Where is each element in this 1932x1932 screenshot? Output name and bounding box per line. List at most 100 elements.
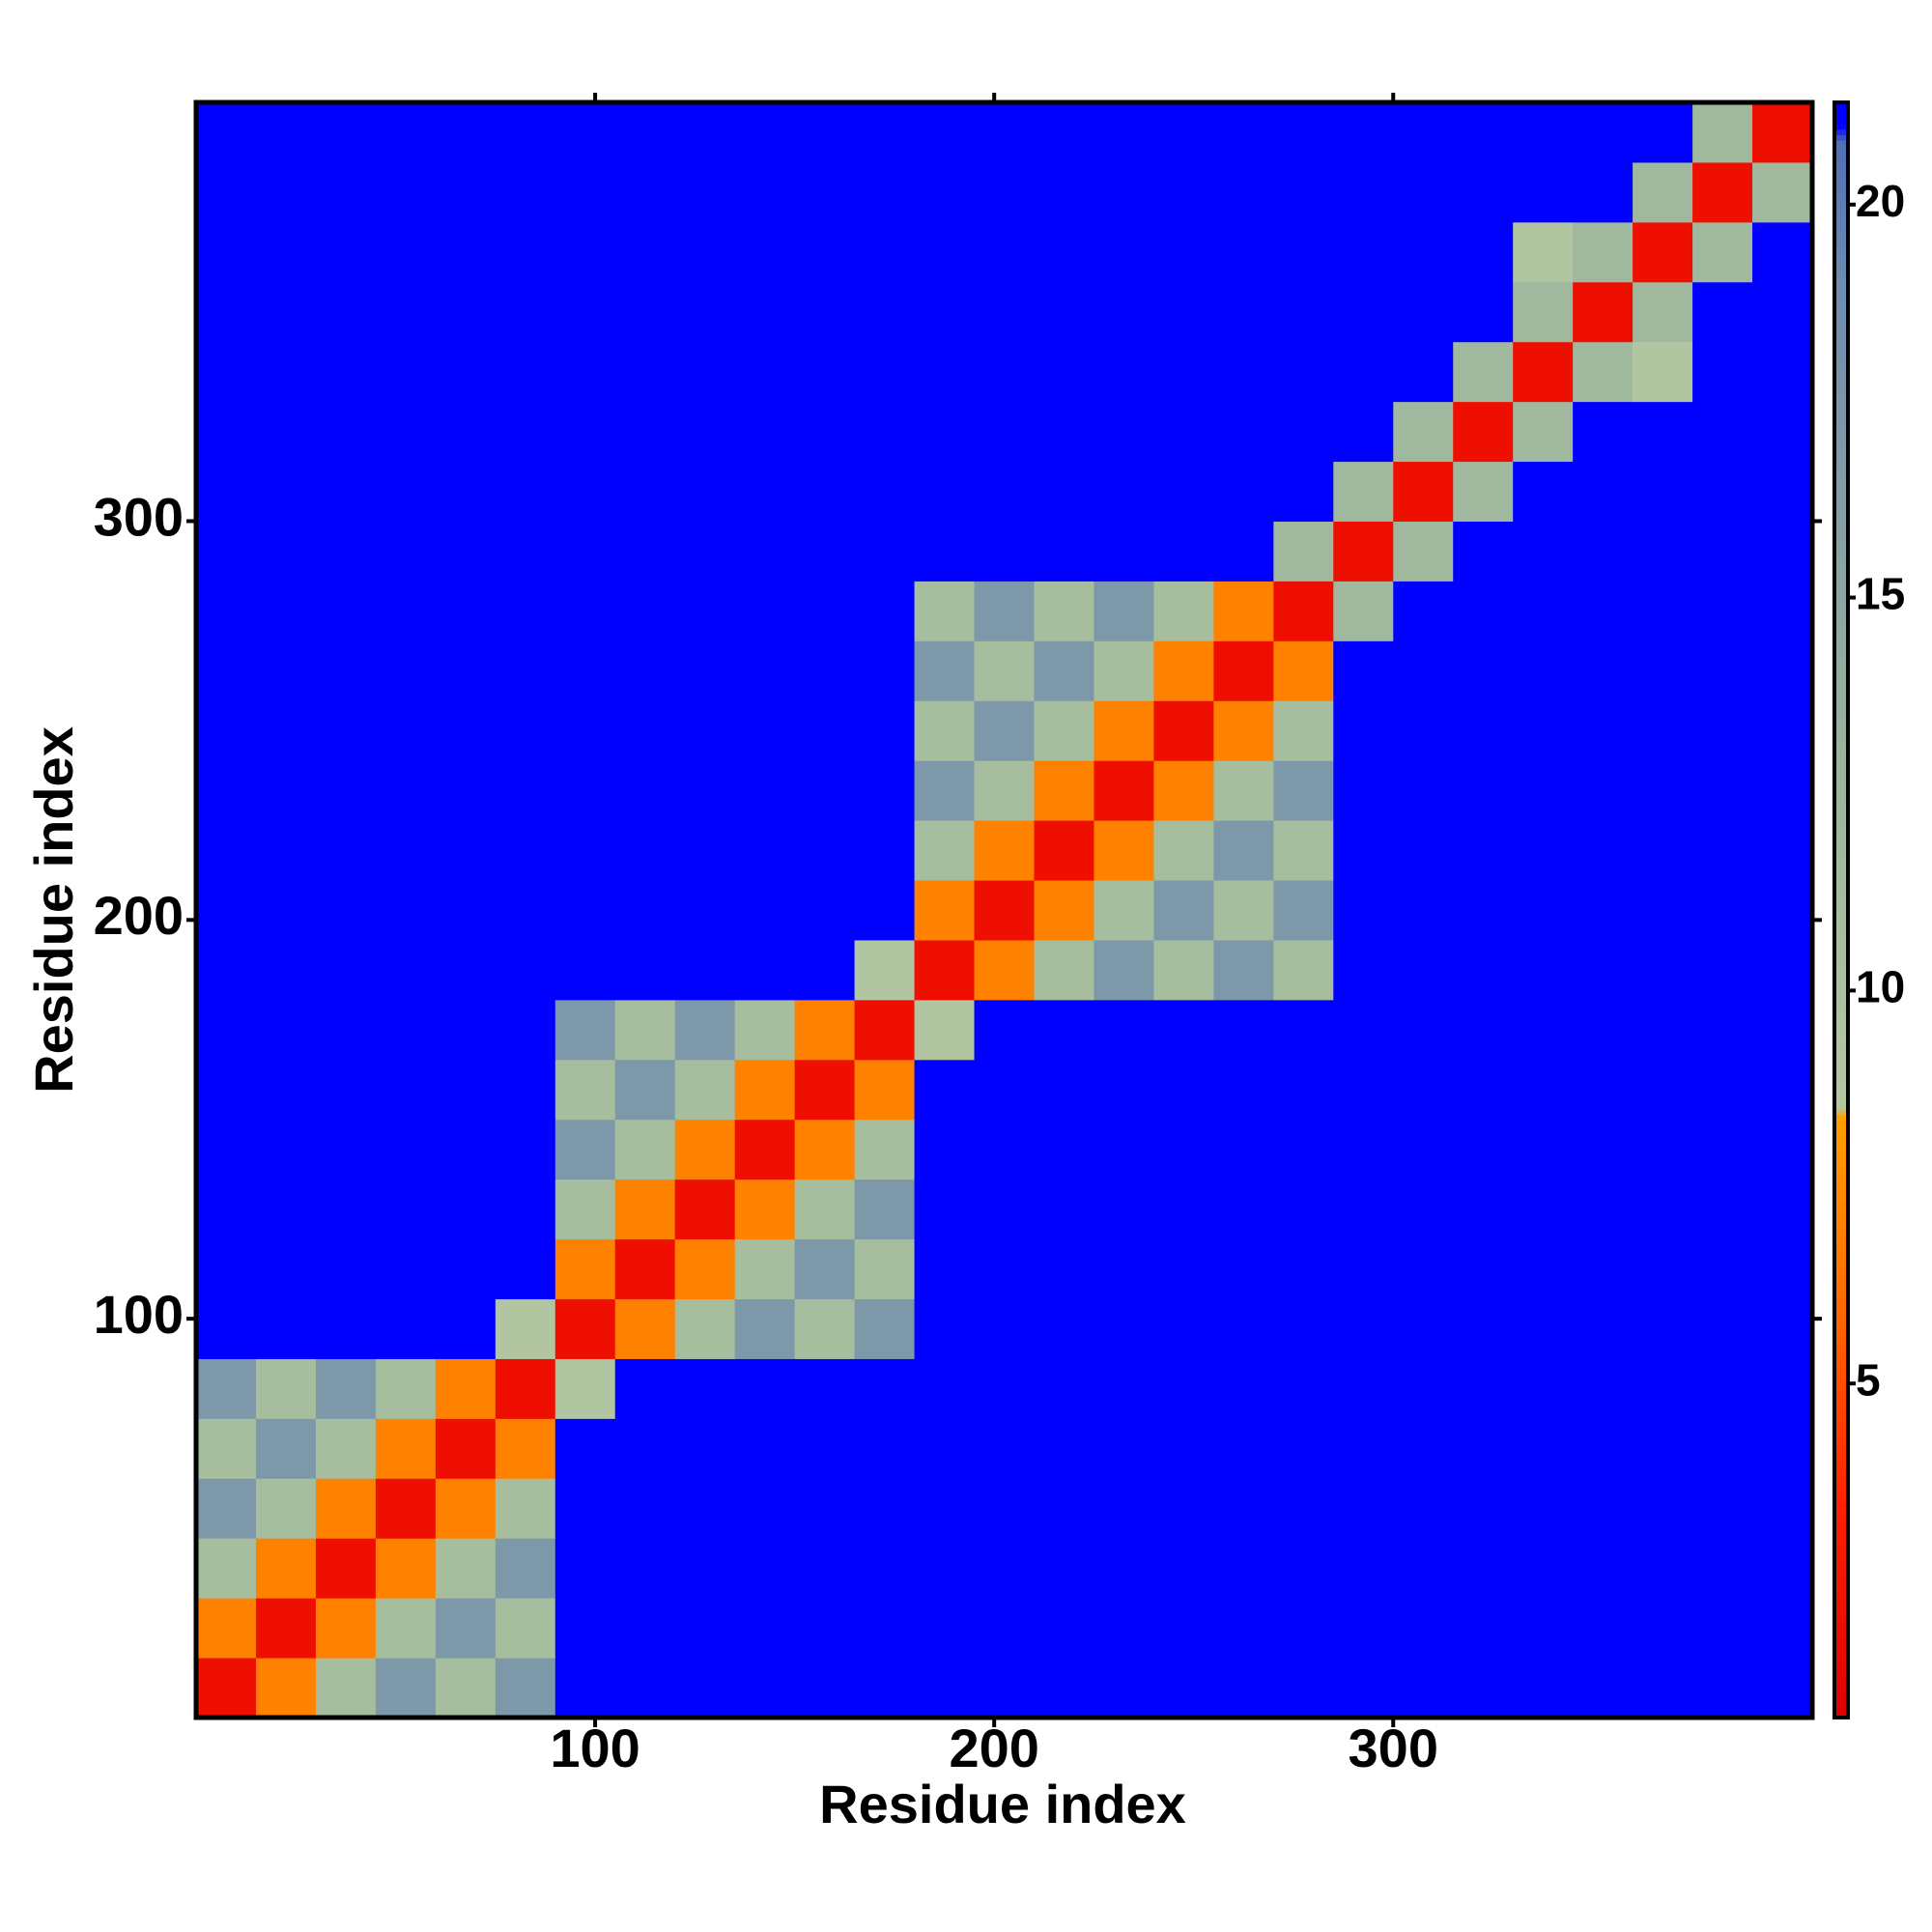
heatmap-cell — [495, 1059, 556, 1121]
colorbar-segment — [1834, 1405, 1848, 1411]
heatmap-cell — [1094, 640, 1154, 701]
heatmap-cell — [495, 1598, 556, 1659]
heatmap-cell — [1393, 1059, 1454, 1121]
heatmap-cell — [1333, 461, 1394, 522]
colorbar-segment — [1834, 1001, 1848, 1008]
heatmap-cell — [196, 1179, 257, 1240]
colorbar-segment — [1834, 1421, 1848, 1428]
colorbar-segment — [1834, 1216, 1848, 1223]
colorbar-segment — [1834, 1566, 1848, 1574]
colorbar-segment — [1834, 500, 1848, 507]
heatmap-cell — [1094, 102, 1154, 163]
heatmap-cell — [495, 1658, 556, 1719]
colorbar-segment — [1834, 446, 1848, 453]
heatmap-cell — [1094, 1538, 1154, 1599]
heatmap-cell — [1573, 161, 1634, 223]
heatmap-cell — [854, 521, 916, 582]
heatmap-cell — [1333, 1538, 1394, 1599]
heatmap-cell — [255, 281, 317, 343]
heatmap-cell — [375, 221, 437, 283]
heatmap-cell — [495, 1238, 556, 1300]
heatmap-cell — [734, 221, 796, 283]
heatmap-cell — [1213, 521, 1274, 582]
heatmap-cell — [1692, 1658, 1753, 1719]
colorbar-segment — [1834, 613, 1848, 620]
heatmap-cell — [1213, 1538, 1274, 1599]
heatmap-cell — [554, 760, 616, 821]
heatmap-cell — [1453, 521, 1514, 582]
heatmap-cell — [794, 880, 856, 941]
heatmap-cell — [854, 161, 916, 223]
heatmap-cell — [794, 1298, 856, 1359]
heatmap-cell — [1034, 281, 1094, 343]
colorbar-segment — [1834, 812, 1848, 819]
heatmap-cell — [674, 1179, 736, 1240]
heatmap-cell — [1153, 939, 1214, 1001]
colorbar-segment — [1834, 974, 1848, 980]
heatmap-cell — [1752, 1059, 1813, 1121]
heatmap-cell — [554, 341, 616, 403]
colorbar-tick-label: 15 — [1856, 569, 1905, 619]
heatmap-cell — [1213, 401, 1274, 463]
colorbar-segment — [1834, 1168, 1848, 1175]
colorbar-segment — [1834, 204, 1848, 211]
heatmap-cell — [1034, 161, 1094, 223]
colorbar-segment — [1834, 1550, 1848, 1557]
heatmap-cell — [196, 221, 257, 283]
colorbar-segment — [1834, 247, 1848, 254]
heatmap-cell — [1513, 102, 1574, 163]
colorbar-segment — [1834, 586, 1848, 593]
colorbar-segment — [1834, 818, 1848, 825]
heatmap-cell — [914, 1059, 976, 1121]
heatmap-cell — [1273, 760, 1334, 821]
colorbar-segment — [1834, 1233, 1848, 1239]
heatmap-cell — [1273, 1119, 1334, 1180]
heatmap-cell — [1752, 1598, 1813, 1659]
heatmap-cell — [614, 1179, 676, 1240]
heatmap-cell — [315, 1418, 377, 1479]
heatmap-cell — [435, 581, 497, 641]
heatmap-cell — [1034, 221, 1094, 283]
heatmap-cell — [854, 640, 916, 701]
heatmap-cell — [1513, 1179, 1574, 1240]
heatmap-cell — [1453, 1298, 1514, 1359]
heatmap-cell — [1692, 939, 1753, 1001]
colorbar-segment — [1834, 301, 1848, 308]
heatmap-cell — [196, 1238, 257, 1300]
heatmap-cell — [255, 1119, 317, 1180]
heatmap-cell — [1692, 1179, 1753, 1240]
heatmap-cell — [734, 401, 796, 463]
colorbar-segment — [1834, 695, 1848, 701]
heatmap-cell — [854, 581, 916, 641]
heatmap-cell — [1692, 1298, 1753, 1359]
heatmap-cell — [974, 161, 1035, 223]
heatmap-cell — [1513, 581, 1574, 641]
colorbar-segment — [1834, 1486, 1848, 1492]
heatmap-cell — [974, 1358, 1035, 1419]
heatmap-cell — [435, 760, 497, 821]
colorbar-segment — [1834, 296, 1848, 302]
heatmap-cell — [1333, 939, 1394, 1001]
heatmap-cell — [495, 521, 556, 582]
heatmap-cell — [794, 760, 856, 821]
colorbar-segment — [1834, 1706, 1848, 1713]
heatmap-cell — [734, 1418, 796, 1479]
colorbar-segment — [1834, 253, 1848, 260]
colorbar-segment — [1834, 1631, 1848, 1637]
heatmap-cell — [674, 161, 736, 223]
heatmap-cell — [614, 341, 676, 403]
heatmap-cell — [315, 161, 377, 223]
colorbar-segment — [1834, 291, 1848, 298]
heatmap-cell — [1573, 939, 1634, 1001]
heatmap-cell — [1273, 1418, 1334, 1479]
heatmap-cell — [1633, 1658, 1693, 1719]
colorbar-segment — [1834, 258, 1848, 265]
heatmap-cell — [794, 820, 856, 881]
heatmap-cell — [914, 341, 976, 403]
heatmap-cell — [315, 1538, 377, 1599]
colorbar-segment — [1834, 1065, 1848, 1072]
heatmap-cell — [974, 939, 1035, 1001]
heatmap-cell — [1393, 1478, 1454, 1539]
colorbar-segment — [1834, 985, 1848, 992]
heatmap-cell — [435, 341, 497, 403]
